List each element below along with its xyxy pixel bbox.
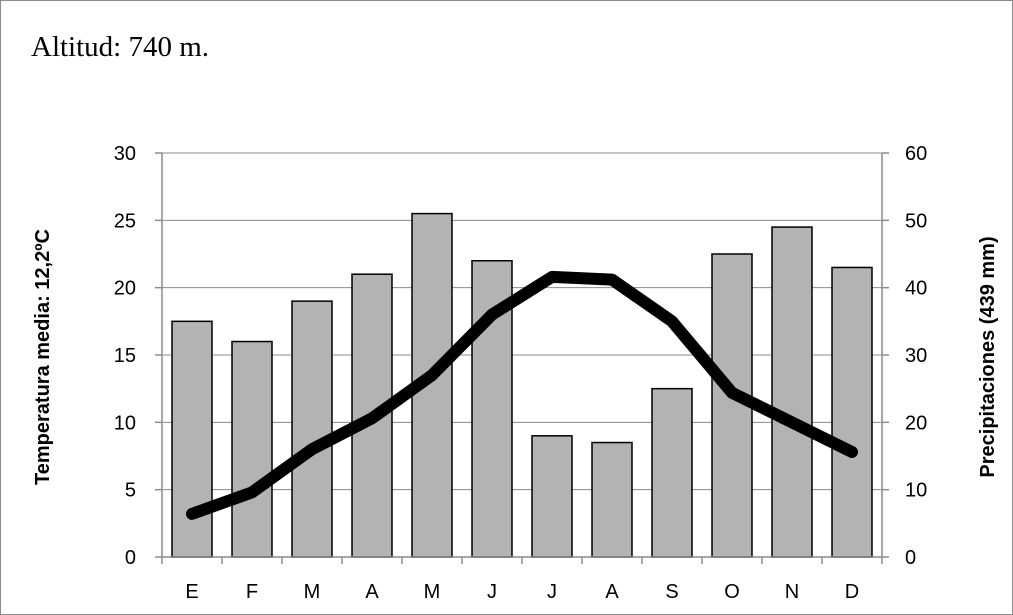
gridlines (162, 152, 882, 491)
x-tick-label: J (547, 581, 557, 603)
left-tick-label: 15 (114, 345, 136, 367)
precipitation-bar (531, 435, 573, 558)
tick-labels: 0 5 10 15 20 25 30 0 10 20 30 40 50 60 E F M A M J J A S O N D (114, 143, 928, 603)
right-tick-label: 20 (905, 412, 927, 434)
precipitation-bar (591, 441, 633, 558)
right-tick-label: 0 (905, 547, 916, 569)
left-tick-label: 0 (125, 547, 136, 569)
x-tick-label: E (185, 581, 198, 603)
precipitation-bar (831, 266, 873, 558)
left-tick-label: 25 (114, 210, 136, 232)
temperature-line-group (186, 270, 858, 520)
x-tick-label: F (246, 581, 258, 603)
right-tick-label: 30 (905, 345, 927, 367)
precipitation-bar (231, 340, 273, 558)
axes (155, 152, 889, 564)
x-tick-label: J (487, 581, 497, 603)
x-tick-label: O (724, 581, 740, 603)
x-tick-label: A (365, 581, 379, 603)
precipitation-bar (651, 387, 693, 558)
x-tick-label: M (424, 581, 441, 603)
x-tick-label: D (845, 581, 859, 603)
x-tick-label: N (785, 581, 799, 603)
right-tick-label: 40 (905, 278, 927, 300)
left-tick-label: 30 (114, 143, 136, 165)
right-axis-title: Precipitaciones (439 mm) (977, 236, 999, 477)
left-axis-title: Temperatura media: 12,2ºC (32, 229, 54, 485)
right-tick-label: 60 (905, 143, 927, 165)
x-tick-label: S (665, 581, 678, 603)
x-tick-label: A (605, 581, 619, 603)
right-tick-label: 50 (905, 210, 927, 232)
right-tick-label: 10 (905, 480, 927, 502)
precipitation-bar (771, 226, 813, 558)
left-tick-label: 20 (114, 278, 136, 300)
precipitation-bars (171, 212, 873, 558)
precipitation-bar (171, 320, 213, 558)
altitude-label: Altitud: 740 m. (31, 31, 210, 63)
left-tick-label: 10 (114, 412, 136, 434)
x-tick-label: M (304, 581, 321, 603)
temperature-line (186, 270, 858, 520)
precipitation-bar (291, 300, 333, 558)
left-tick-label: 5 (125, 480, 136, 502)
